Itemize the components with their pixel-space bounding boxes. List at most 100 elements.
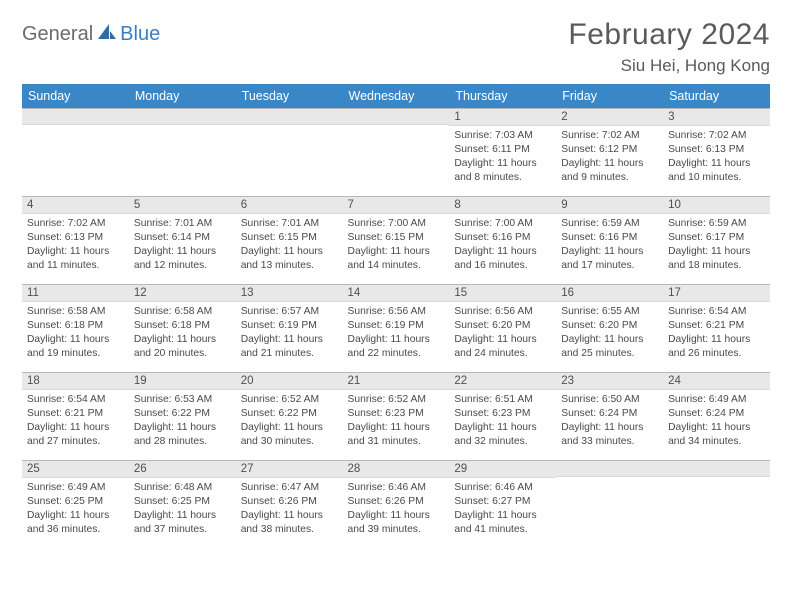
detail-line: Sunrise: 6:47 AM (241, 481, 338, 495)
day-cell: 3Sunrise: 7:02 AMSunset: 6:13 PMDaylight… (663, 108, 770, 196)
day-number-bar: 12 (129, 284, 236, 302)
detail-line: Sunset: 6:16 PM (561, 231, 658, 245)
day-details: Sunrise: 7:00 AMSunset: 6:16 PMDaylight:… (449, 214, 556, 277)
day-details: Sunrise: 7:01 AMSunset: 6:14 PMDaylight:… (129, 214, 236, 277)
detail-line: Daylight: 11 hours (668, 245, 765, 259)
detail-line: Sunset: 6:20 PM (561, 319, 658, 333)
week-row: 11Sunrise: 6:58 AMSunset: 6:18 PMDayligh… (22, 284, 770, 372)
detail-line: Sunrise: 6:56 AM (454, 305, 551, 319)
day-number-bar: 5 (129, 196, 236, 214)
day-cell: 17Sunrise: 6:54 AMSunset: 6:21 PMDayligh… (663, 284, 770, 372)
day-number-bar (129, 108, 236, 125)
detail-line: Sunset: 6:18 PM (27, 319, 124, 333)
day-cell: 10Sunrise: 6:59 AMSunset: 6:17 PMDayligh… (663, 196, 770, 284)
day-number-bar: 21 (343, 372, 450, 390)
day-header: Sunday (22, 84, 129, 108)
detail-line: Daylight: 11 hours (454, 421, 551, 435)
detail-line: Sunrise: 6:55 AM (561, 305, 658, 319)
day-header: Friday (556, 84, 663, 108)
detail-line: Daylight: 11 hours (454, 245, 551, 259)
day-number-bar (22, 108, 129, 125)
detail-line: Daylight: 11 hours (241, 509, 338, 523)
day-details: Sunrise: 6:52 AMSunset: 6:22 PMDaylight:… (236, 390, 343, 453)
day-details: Sunrise: 6:51 AMSunset: 6:23 PMDaylight:… (449, 390, 556, 453)
day-details: Sunrise: 7:02 AMSunset: 6:12 PMDaylight:… (556, 126, 663, 189)
day-details: Sunrise: 6:54 AMSunset: 6:21 PMDaylight:… (22, 390, 129, 453)
detail-line: Sunrise: 7:00 AM (348, 217, 445, 231)
brand-blue: Blue (120, 23, 160, 46)
detail-line: and 20 minutes. (134, 347, 231, 361)
detail-line: Daylight: 11 hours (668, 333, 765, 347)
day-number-bar: 18 (22, 372, 129, 390)
detail-line: Daylight: 11 hours (27, 245, 124, 259)
detail-line: Sunrise: 6:49 AM (668, 393, 765, 407)
detail-line: Sunrise: 6:46 AM (454, 481, 551, 495)
day-cell: 20Sunrise: 6:52 AMSunset: 6:22 PMDayligh… (236, 372, 343, 460)
detail-line: Sunrise: 6:57 AM (241, 305, 338, 319)
day-cell: 22Sunrise: 6:51 AMSunset: 6:23 PMDayligh… (449, 372, 556, 460)
location-label: Siu Hei, Hong Kong (568, 56, 770, 76)
detail-line: Sunset: 6:13 PM (668, 143, 765, 157)
day-number-bar: 13 (236, 284, 343, 302)
day-cell: 7Sunrise: 7:00 AMSunset: 6:15 PMDaylight… (343, 196, 450, 284)
detail-line: Sunset: 6:14 PM (134, 231, 231, 245)
detail-line: Sunrise: 6:59 AM (561, 217, 658, 231)
day-cell (343, 108, 450, 196)
detail-line: Sunrise: 6:59 AM (668, 217, 765, 231)
detail-line: Sunset: 6:24 PM (668, 407, 765, 421)
day-number-bar: 1 (449, 108, 556, 126)
day-details: Sunrise: 6:46 AMSunset: 6:26 PMDaylight:… (343, 478, 450, 541)
detail-line: Daylight: 11 hours (668, 421, 765, 435)
detail-line: and 9 minutes. (561, 171, 658, 185)
detail-line: Sunset: 6:11 PM (454, 143, 551, 157)
day-number-bar: 25 (22, 460, 129, 478)
day-cell: 26Sunrise: 6:48 AMSunset: 6:25 PMDayligh… (129, 460, 236, 548)
day-number-bar: 29 (449, 460, 556, 478)
detail-line: Daylight: 11 hours (561, 157, 658, 171)
day-number-bar: 17 (663, 284, 770, 302)
detail-line: and 41 minutes. (454, 523, 551, 537)
day-header: Monday (129, 84, 236, 108)
detail-line: Sunrise: 6:49 AM (27, 481, 124, 495)
detail-line: and 19 minutes. (27, 347, 124, 361)
day-number-bar: 11 (22, 284, 129, 302)
day-cell: 11Sunrise: 6:58 AMSunset: 6:18 PMDayligh… (22, 284, 129, 372)
day-number-bar: 24 (663, 372, 770, 390)
day-number-bar: 2 (556, 108, 663, 126)
day-cell (129, 108, 236, 196)
detail-line: Sunset: 6:16 PM (454, 231, 551, 245)
day-number-bar: 9 (556, 196, 663, 214)
day-number-bar: 26 (129, 460, 236, 478)
detail-line: Sunset: 6:15 PM (241, 231, 338, 245)
header: General Blue February 2024 Siu Hei, Hong… (22, 18, 770, 76)
detail-line: and 16 minutes. (454, 259, 551, 273)
day-cell: 12Sunrise: 6:58 AMSunset: 6:18 PMDayligh… (129, 284, 236, 372)
day-number-bar (663, 460, 770, 477)
day-cell (663, 460, 770, 548)
detail-line: Sunrise: 6:52 AM (348, 393, 445, 407)
day-details: Sunrise: 6:49 AMSunset: 6:24 PMDaylight:… (663, 390, 770, 453)
week-row: 18Sunrise: 6:54 AMSunset: 6:21 PMDayligh… (22, 372, 770, 460)
day-details: Sunrise: 6:55 AMSunset: 6:20 PMDaylight:… (556, 302, 663, 365)
detail-line: Sunrise: 6:54 AM (27, 393, 124, 407)
detail-line: Sunrise: 6:53 AM (134, 393, 231, 407)
day-number-bar: 22 (449, 372, 556, 390)
detail-line: and 32 minutes. (454, 435, 551, 449)
day-header: Wednesday (343, 84, 450, 108)
detail-line: Sunset: 6:20 PM (454, 319, 551, 333)
brand-general: General (22, 23, 93, 46)
day-details: Sunrise: 7:01 AMSunset: 6:15 PMDaylight:… (236, 214, 343, 277)
day-cell: 4Sunrise: 7:02 AMSunset: 6:13 PMDaylight… (22, 196, 129, 284)
detail-line: Sunset: 6:26 PM (348, 495, 445, 509)
detail-line: Daylight: 11 hours (561, 245, 658, 259)
day-number-bar (236, 108, 343, 125)
detail-line: Sunset: 6:15 PM (348, 231, 445, 245)
detail-line: and 33 minutes. (561, 435, 658, 449)
week-row: 4Sunrise: 7:02 AMSunset: 6:13 PMDaylight… (22, 196, 770, 284)
day-number-bar: 6 (236, 196, 343, 214)
day-details: Sunrise: 6:50 AMSunset: 6:24 PMDaylight:… (556, 390, 663, 453)
day-cell: 18Sunrise: 6:54 AMSunset: 6:21 PMDayligh… (22, 372, 129, 460)
day-cell (556, 460, 663, 548)
day-cell: 14Sunrise: 6:56 AMSunset: 6:19 PMDayligh… (343, 284, 450, 372)
detail-line: and 14 minutes. (348, 259, 445, 273)
